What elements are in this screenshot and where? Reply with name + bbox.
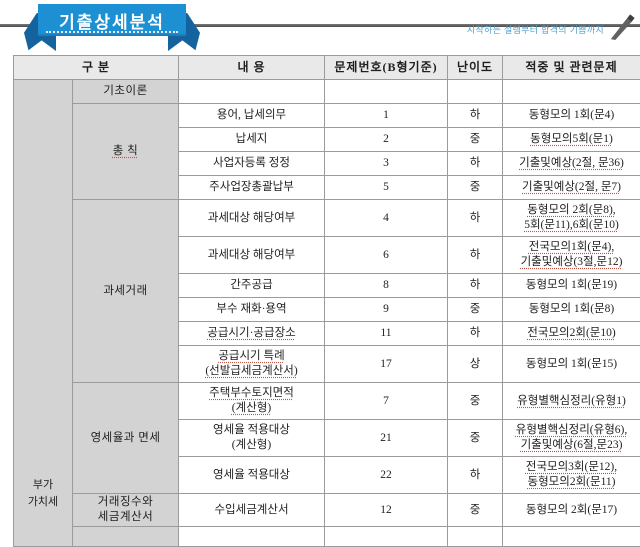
question-number-cell: 9 <box>325 298 448 322</box>
title-ribbon: 기출상세분석 <box>24 4 200 50</box>
question-number-cell: 5 <box>325 176 448 200</box>
content-cell: 용어, 납세의무 <box>179 104 325 128</box>
content-cell: 과세대상 해당여부 <box>179 237 325 274</box>
category-cell <box>73 527 179 547</box>
related-question-cell: 동형모의 2회(문8), 5회(문11),6회(문10) <box>503 200 640 237</box>
category-cell: 총 칙 <box>73 104 179 200</box>
related-question-cell: 유형별핵심정리(유형1) <box>503 383 640 420</box>
difficulty-cell: 하 <box>448 104 503 128</box>
header-cell-number: 문제번호(B형기준) <box>325 56 448 80</box>
difficulty-cell: 하 <box>448 237 503 274</box>
question-number-cell: 22 <box>325 457 448 494</box>
related-question-cell: 기출및예상(2절, 문36) <box>503 152 640 176</box>
related-question-cell: 동형모의 1회(문8) <box>503 298 640 322</box>
content-cell: 과세대상 해당여부 <box>179 200 325 237</box>
question-number-cell: 21 <box>325 420 448 457</box>
related-question-cell: 전국모의1회(문4), 기출및예상(3절,문12) <box>503 237 640 274</box>
related-question-cell: 동형모의5회(문1) <box>503 128 640 152</box>
related-question-cell: 유형별핵심정리(유형6), 기출및예상(6절,문23) <box>503 420 640 457</box>
difficulty-cell: 중 <box>448 128 503 152</box>
question-number-cell: 3 <box>325 152 448 176</box>
question-number-cell <box>325 80 448 104</box>
related-question-cell: 전국모의2회(문10) <box>503 322 640 346</box>
question-number-cell: 2 <box>325 128 448 152</box>
question-number-cell <box>325 527 448 547</box>
vat-side-label-cell: 부가 가치세 <box>14 80 73 547</box>
category-cell: 과세거래 <box>73 200 179 383</box>
pencil-icon <box>609 13 636 40</box>
brand-tagline: 시작하는 설렘부터 합격의 기쁨까지 <box>467 23 604 36</box>
table-header-row: 구 분 내 용 문제번호(B형기준) 난이도 적중 및 관련문제 <box>14 56 640 80</box>
related-question-cell <box>503 80 640 104</box>
question-number-cell: 4 <box>325 200 448 237</box>
content-cell: 수입세금계산서 <box>179 494 325 527</box>
difficulty-cell: 중 <box>448 420 503 457</box>
question-number-cell: 1 <box>325 104 448 128</box>
content-cell: 간주공급 <box>179 274 325 298</box>
content-cell: 부수 재화·용역 <box>179 298 325 322</box>
related-question-cell: 동형모의 1회(문15) <box>503 346 640 383</box>
content-cell: 사업자등록 정정 <box>179 152 325 176</box>
content-cell: 영세율 적용대상 (계산형) <box>179 420 325 457</box>
related-question-cell: 동형모의 1회(문4) <box>503 104 640 128</box>
difficulty-cell: 중 <box>448 494 503 527</box>
header-cell-difficulty: 난이도 <box>448 56 503 80</box>
related-question-cell: 전국모의3회(문12), 동형모의2회(문11) <box>503 457 640 494</box>
content-cell: 주택부수토지면적 (계산형) <box>179 383 325 420</box>
ribbon-band: 기출상세분석 <box>38 4 186 36</box>
question-number-cell: 6 <box>325 237 448 274</box>
content-cell: 공급시기 특례 (선발급세금계산서) <box>179 346 325 383</box>
related-question-cell <box>503 527 640 547</box>
question-number-cell: 12 <box>325 494 448 527</box>
difficulty-cell: 하 <box>448 274 503 298</box>
difficulty-cell: 하 <box>448 322 503 346</box>
header-cell-content: 내 용 <box>179 56 325 80</box>
related-question-cell: 동형모의 2회(문17) <box>503 494 640 527</box>
document-page: 기출상세분석 시작하는 설렘부터 합격의 기쁨까지 구 분 내 용 문제번호(B… <box>0 0 640 532</box>
category-cell: 영세율과 면세 <box>73 383 179 494</box>
related-question-cell: 동형모의 1회(문19) <box>503 274 640 298</box>
difficulty-cell: 중 <box>448 298 503 322</box>
page-title: 기출상세분석 <box>59 8 165 33</box>
header-cell-category: 구 분 <box>14 56 179 80</box>
related-question-cell: 기출및예상(2절, 문7) <box>503 176 640 200</box>
header-cell-related: 적중 및 관련문제 <box>503 56 640 80</box>
difficulty-cell: 하 <box>448 200 503 237</box>
difficulty-cell: 하 <box>448 457 503 494</box>
question-number-cell: 7 <box>325 383 448 420</box>
difficulty-cell <box>448 527 503 547</box>
question-number-cell: 11 <box>325 322 448 346</box>
difficulty-cell: 하 <box>448 152 503 176</box>
category-cell: 거래징수와 세금계산서 <box>73 494 179 527</box>
difficulty-cell: 상 <box>448 346 503 383</box>
question-number-cell: 17 <box>325 346 448 383</box>
content-cell: 영세율 적용대상 <box>179 457 325 494</box>
content-cell: 주사업장총괄납부 <box>179 176 325 200</box>
difficulty-cell: 중 <box>448 176 503 200</box>
difficulty-cell <box>448 80 503 104</box>
content-cell: 공급시기·공급장소 <box>179 322 325 346</box>
content-cell <box>179 527 325 547</box>
category-cell: 기초이론 <box>73 80 179 104</box>
content-cell <box>179 80 325 104</box>
difficulty-cell: 중 <box>448 383 503 420</box>
content-cell: 납세지 <box>179 128 325 152</box>
question-number-cell: 8 <box>325 274 448 298</box>
table-row <box>14 527 640 547</box>
